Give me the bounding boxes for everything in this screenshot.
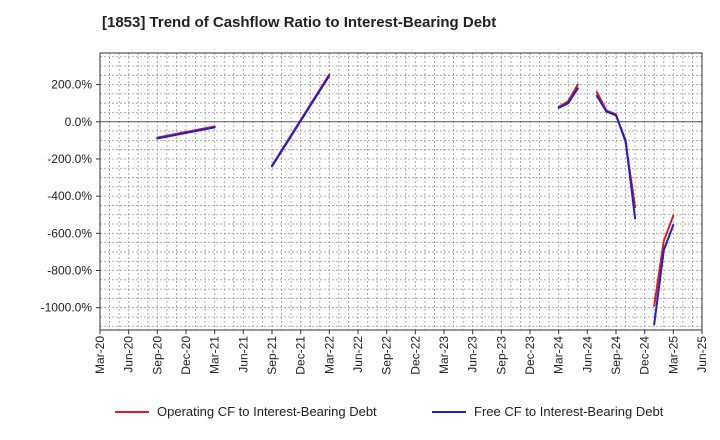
series-lines [156, 73, 675, 326]
x-tick-label: Mar-23 [437, 336, 451, 374]
x-tick-label: Sep-21 [265, 336, 279, 375]
x-tick-label: Mar-24 [552, 336, 566, 374]
legend-item-operating: Operating CF to Interest-Bearing Debt [115, 404, 377, 419]
legend: Operating CF to Interest-Bearing Debt Fr… [0, 404, 720, 426]
y-tick-label: 200.0% [51, 78, 92, 92]
legend-item-free: Free CF to Interest-Bearing Debt [432, 404, 663, 419]
x-tick-label: Mar-21 [208, 336, 222, 374]
x-tick-label: Mar-25 [666, 336, 680, 374]
x-tick-label: Jun-20 [122, 336, 136, 373]
x-tick-label: Jun-22 [351, 336, 365, 373]
x-tick-label: Dec-24 [638, 336, 652, 375]
free-cf-line-segment [653, 224, 675, 326]
free-cf-line-segment [595, 94, 637, 220]
x-tick-label: Jun-21 [236, 336, 250, 373]
legend-swatch-operating [115, 410, 149, 413]
free-cf-line-segment [557, 87, 579, 109]
x-axis-ticks: Mar-20 Jun-20 Sep-20 Dec-20 Mar-21 Jun-21 Sep-… [93, 330, 709, 375]
x-tick-label: Sep-22 [380, 336, 394, 375]
plot-frame [99, 52, 703, 331]
x-tick-label: Mar-22 [322, 336, 336, 374]
x-tick-label: Sep-24 [609, 336, 623, 375]
chart-title: [1853] Trend of Cashflow Ratio to Intere… [102, 14, 497, 31]
y-tick-label: -600.0% [47, 226, 92, 240]
y-tick-label: 0.0% [65, 115, 93, 129]
legend-label-free: Free CF to Interest-Bearing Debt [474, 404, 664, 419]
y-tick-label: -1000.0% [41, 301, 93, 315]
x-tick-label: Sep-23 [494, 336, 508, 375]
x-tick-label: Dec-22 [408, 336, 422, 375]
grid-lines [100, 53, 702, 330]
y-tick-label: -200.0% [47, 152, 92, 166]
y-tick-label: -800.0% [47, 264, 92, 278]
x-tick-label: Dec-21 [294, 336, 308, 375]
legend-swatch-free [432, 410, 466, 413]
x-tick-label: Dec-23 [523, 336, 537, 375]
x-tick-label: Jun-24 [580, 336, 594, 373]
x-tick-label: Mar-20 [93, 336, 107, 374]
y-tick-label: -400.0% [47, 189, 92, 203]
operating-cf-line-segment [653, 214, 675, 307]
free-cf-line-segment [271, 74, 331, 168]
free-cf-line-segment [156, 126, 216, 140]
x-tick-label: Dec-20 [179, 336, 193, 375]
x-tick-label: Jun-25 [695, 336, 709, 373]
x-tick-label: Jun-23 [466, 336, 480, 373]
x-tick-label: Sep-20 [150, 336, 164, 375]
operating-cf-line-segment [557, 83, 579, 108]
legend-label-operating: Operating CF to Interest-Bearing Debt [157, 404, 377, 419]
y-axis-ticks: 200.0% 0.0% -200.0% -400.0% -600.0% -800.0% -1… [41, 78, 100, 315]
